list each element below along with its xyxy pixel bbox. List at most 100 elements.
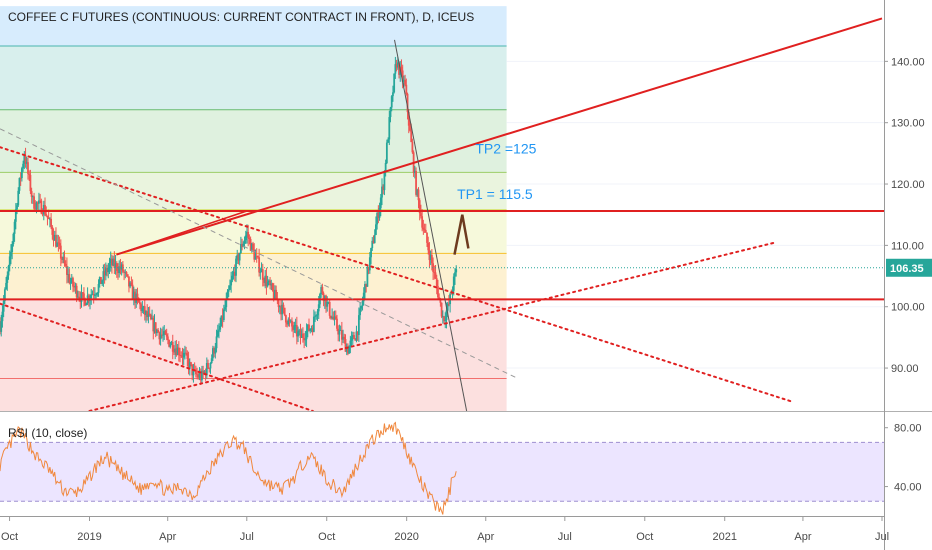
drawing-lines[interactable] [0,17,884,412]
candle-body [371,240,374,249]
candle-body [179,355,181,356]
candle-body [231,275,234,281]
candle-body [311,328,314,332]
candle-body [36,202,39,204]
candle-body [444,320,447,321]
candle-body [269,280,271,286]
candle-body [145,311,147,315]
candle-body [315,315,318,317]
candle-body [238,253,241,261]
candle-body [320,287,323,295]
candle-body [57,242,60,244]
candle-body [292,326,295,330]
candle-body [173,351,175,353]
candle-body [450,293,453,295]
candle-body [209,362,212,369]
candle-body [274,289,276,299]
candle-body [409,125,411,131]
candle-body [104,268,107,276]
price-axis[interactable]: 90.00 100.00 110.00 120.00 130.00 140.00 106.3… [884,56,932,375]
candle-body [261,269,264,281]
candle-body [160,334,163,336]
candle-body [221,315,224,321]
price-target-label[interactable]: TP1 = 115.5 [457,186,533,202]
candle-body [267,280,270,283]
annotations[interactable]: TP2 =125 TP1 = 115.5 [453,140,537,255]
candle-body [142,306,145,308]
candle-body [130,282,133,285]
trend-line[interactable] [116,210,248,256]
candle-body [188,362,191,369]
trend-line[interactable] [0,146,794,403]
candle-body [45,214,48,216]
candle-body [407,112,410,126]
candle-body [393,73,396,93]
candle-body [39,200,42,202]
fib-zone [0,299,507,379]
candle-body [76,296,79,298]
rsi-pane[interactable] [0,421,884,515]
time-tick-label: Oct [636,531,653,543]
candle-body [357,315,360,335]
candle-body [312,316,315,332]
candle-body [392,92,394,97]
candle-body [220,315,223,326]
candle-body [11,244,14,252]
trend-line[interactable] [88,241,777,412]
candle-body [151,317,153,320]
candle-body [434,272,437,279]
candle-body [253,249,256,260]
candle-body [241,244,243,247]
candle-body [366,266,369,287]
candle-body [33,196,35,209]
fib-zone [0,172,507,210]
candle-body [400,66,403,71]
trend-line[interactable] [394,39,468,412]
fibonacci-retracement[interactable] [0,6,507,411]
candle-body [175,348,178,356]
candle-body [304,339,307,341]
candle-body [16,205,18,210]
candle-body [46,215,49,218]
candle-body [270,283,273,286]
candle-body [197,374,200,378]
candle-body [288,319,291,321]
candle-body [92,293,95,296]
candle-body [166,336,169,341]
candle-body [418,200,421,214]
candle-body [277,300,280,308]
candle-body [131,284,134,299]
candle-body [309,328,312,331]
rsi-label: RSI (10, close) [8,426,87,440]
candle-body [96,292,99,295]
candle-body [0,321,3,332]
candle-body [338,330,341,335]
up-arrow-icon[interactable] [453,214,470,255]
candle-body [141,307,144,312]
candle-body [243,240,246,244]
trend-line[interactable] [0,302,314,412]
candle-body [247,231,250,238]
candle-body [426,232,428,243]
time-axis[interactable]: Oct 2019 Apr Jul Oct 2020 Apr Jul Oct 2021 Apr Jul [1,516,889,543]
candle-body [255,255,258,257]
candle-body [390,96,393,108]
price-target-label[interactable]: TP2 =125 [475,140,536,156]
candle-body [417,189,420,201]
time-tick-label: Jul [558,531,572,543]
candle-body [113,258,116,268]
candle-body [354,338,357,341]
candle-body [135,293,138,303]
candle-body [280,306,282,315]
trend-line[interactable] [116,17,883,256]
candle-body [239,244,242,254]
candle-body [383,171,386,191]
rsi-axis[interactable]: 40.00 80.00 [884,423,922,494]
candle-body [298,330,301,332]
price-tick-label: 90.00 [891,363,919,375]
candle-body [80,292,83,302]
fib-zone [0,6,507,47]
candle-body [125,272,128,275]
candle-body [53,235,56,241]
